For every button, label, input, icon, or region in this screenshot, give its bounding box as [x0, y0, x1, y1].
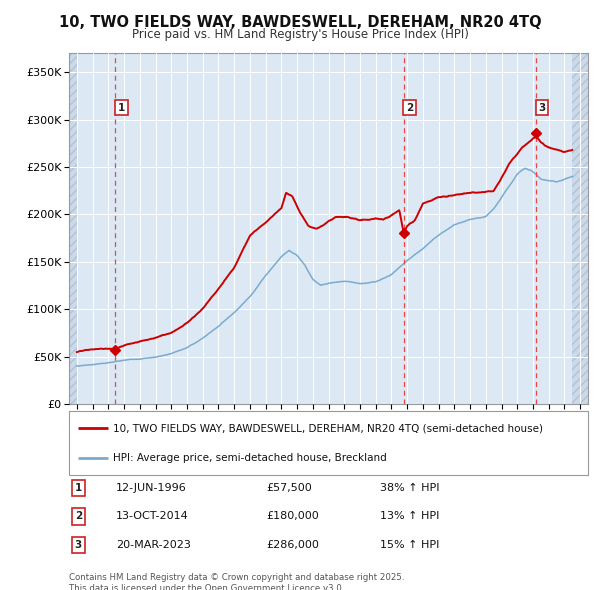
- Text: 3: 3: [539, 103, 546, 113]
- Text: 2: 2: [406, 103, 413, 113]
- Text: 2: 2: [75, 512, 82, 522]
- Text: 13% ↑ HPI: 13% ↑ HPI: [380, 512, 440, 522]
- Text: £180,000: £180,000: [266, 512, 319, 522]
- Text: 10, TWO FIELDS WAY, BAWDESWELL, DEREHAM, NR20 4TQ (semi-detached house): 10, TWO FIELDS WAY, BAWDESWELL, DEREHAM,…: [113, 424, 543, 434]
- FancyBboxPatch shape: [69, 411, 588, 475]
- Bar: [69, 53, 77, 404]
- Text: 10, TWO FIELDS WAY, BAWDESWELL, DEREHAM, NR20 4TQ: 10, TWO FIELDS WAY, BAWDESWELL, DEREHAM,…: [59, 15, 541, 30]
- Text: 38% ↑ HPI: 38% ↑ HPI: [380, 483, 440, 493]
- Text: 1: 1: [118, 103, 125, 113]
- Text: £286,000: £286,000: [266, 540, 319, 550]
- Text: HPI: Average price, semi-detached house, Breckland: HPI: Average price, semi-detached house,…: [113, 453, 387, 463]
- Text: £57,500: £57,500: [266, 483, 312, 493]
- Text: 1: 1: [75, 483, 82, 493]
- Text: Contains HM Land Registry data © Crown copyright and database right 2025.
This d: Contains HM Land Registry data © Crown c…: [69, 573, 404, 590]
- Text: 3: 3: [75, 540, 82, 550]
- Text: Price paid vs. HM Land Registry's House Price Index (HPI): Price paid vs. HM Land Registry's House …: [131, 28, 469, 41]
- Text: 12-JUN-1996: 12-JUN-1996: [116, 483, 187, 493]
- Text: 13-OCT-2014: 13-OCT-2014: [116, 512, 188, 522]
- Text: 20-MAR-2023: 20-MAR-2023: [116, 540, 191, 550]
- Bar: [572, 53, 588, 404]
- Text: 15% ↑ HPI: 15% ↑ HPI: [380, 540, 440, 550]
